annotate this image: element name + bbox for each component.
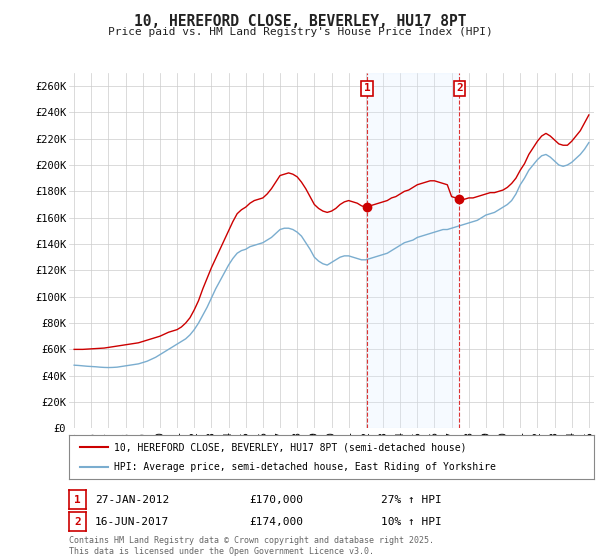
Text: HPI: Average price, semi-detached house, East Riding of Yorkshire: HPI: Average price, semi-detached house,… bbox=[113, 461, 496, 472]
Text: £170,000: £170,000 bbox=[249, 494, 303, 505]
Bar bbox=[367, 73, 460, 428]
Text: 10, HEREFORD CLOSE, BEVERLEY, HU17 8PT (semi-detached house): 10, HEREFORD CLOSE, BEVERLEY, HU17 8PT (… bbox=[113, 442, 466, 452]
Text: 27% ↑ HPI: 27% ↑ HPI bbox=[381, 494, 442, 505]
Text: 2: 2 bbox=[456, 83, 463, 94]
Text: 10, HEREFORD CLOSE, BEVERLEY, HU17 8PT: 10, HEREFORD CLOSE, BEVERLEY, HU17 8PT bbox=[134, 14, 466, 29]
Text: Price paid vs. HM Land Registry's House Price Index (HPI): Price paid vs. HM Land Registry's House … bbox=[107, 27, 493, 37]
Text: 1: 1 bbox=[364, 83, 370, 94]
Text: 10% ↑ HPI: 10% ↑ HPI bbox=[381, 517, 442, 527]
Text: 2: 2 bbox=[74, 517, 81, 527]
Text: Contains HM Land Registry data © Crown copyright and database right 2025.
This d: Contains HM Land Registry data © Crown c… bbox=[69, 536, 434, 556]
Text: 27-JAN-2012: 27-JAN-2012 bbox=[95, 494, 169, 505]
Text: 1: 1 bbox=[74, 494, 81, 505]
Text: £174,000: £174,000 bbox=[249, 517, 303, 527]
Text: 16-JUN-2017: 16-JUN-2017 bbox=[95, 517, 169, 527]
